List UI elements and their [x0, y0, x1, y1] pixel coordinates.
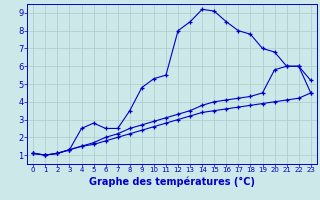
- X-axis label: Graphe des températures (°C): Graphe des températures (°C): [89, 176, 255, 187]
